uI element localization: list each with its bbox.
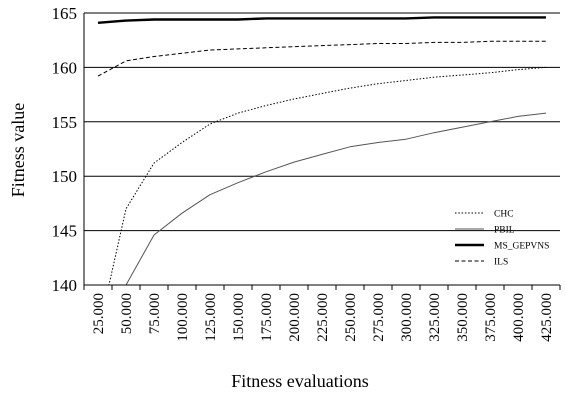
x-axis-label: Fitness evaluations xyxy=(231,371,369,391)
x-tick-label: 100.000 xyxy=(175,293,191,342)
x-tick-label: 350.000 xyxy=(455,293,471,342)
x-tick-label: 425.000 xyxy=(539,293,555,342)
y-axis-ticks: 140 145 150 155 160 165 xyxy=(52,4,78,295)
legend-label-ms-gepvns: MS_GEPVNS xyxy=(494,242,549,252)
series-line-ms-gepvns xyxy=(98,17,546,22)
x-tick-label: 225.000 xyxy=(315,293,331,342)
x-axis-ticks: 25.000 50.000 75.000 100.000 125.000 150.000 1… xyxy=(84,285,560,342)
series-line-ils xyxy=(98,41,546,76)
x-tick-label: 275.000 xyxy=(371,293,387,342)
x-tick-label: 200.000 xyxy=(287,293,303,342)
y-tick-label: 155 xyxy=(52,113,78,132)
y-tick-label: 145 xyxy=(52,222,78,241)
x-tick-label: 175.000 xyxy=(259,293,275,342)
x-tick-label: 400.000 xyxy=(511,293,527,342)
x-tick-label: 25.000 xyxy=(91,293,107,334)
x-tick-label: 150.000 xyxy=(231,293,247,342)
x-tick-label: 125.000 xyxy=(203,293,219,342)
y-tick-label: 160 xyxy=(52,58,78,77)
x-tick-label: 375.000 xyxy=(483,293,499,342)
plot-frame xyxy=(84,13,560,285)
x-tick-label: 50.000 xyxy=(119,293,135,334)
x-tick-label: 325.000 xyxy=(427,293,443,342)
y-axis-label: Fitness value xyxy=(8,103,28,198)
legend: CHC PBIL MS_GEPVNS ILS xyxy=(455,210,549,268)
x-tick-label: 300.000 xyxy=(399,293,415,342)
y-tick-label: 140 xyxy=(52,276,78,295)
legend-label-chc: CHC xyxy=(494,210,514,220)
x-tick-label: 250.000 xyxy=(343,293,359,342)
grid xyxy=(84,13,560,285)
legend-label-pbil: PBIL xyxy=(494,226,515,236)
y-tick-label: 150 xyxy=(52,167,78,186)
y-tick-label: 165 xyxy=(52,4,78,23)
x-tick-label: 75.000 xyxy=(147,293,163,334)
legend-label-ils: ILS xyxy=(494,258,508,268)
